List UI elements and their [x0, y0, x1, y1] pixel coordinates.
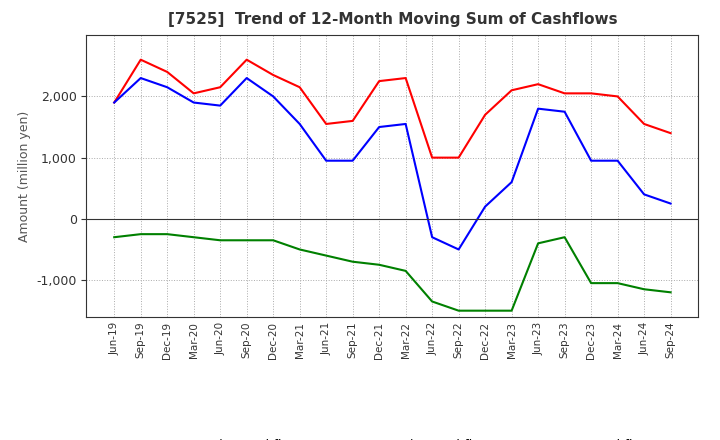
Free Cashflow	[375, 125, 384, 130]
Operating Cashflow	[243, 57, 251, 62]
Operating Cashflow	[269, 72, 277, 77]
Investing Cashflow	[401, 268, 410, 274]
Operating Cashflow	[375, 78, 384, 84]
Investing Cashflow	[613, 280, 622, 286]
Free Cashflow	[481, 204, 490, 209]
Y-axis label: Amount (million yen): Amount (million yen)	[18, 110, 31, 242]
Investing Cashflow	[640, 286, 649, 292]
Operating Cashflow	[454, 155, 463, 160]
Free Cashflow	[640, 192, 649, 197]
Operating Cashflow	[508, 88, 516, 93]
Operating Cashflow	[534, 81, 542, 87]
Investing Cashflow	[163, 231, 171, 237]
Free Cashflow	[613, 158, 622, 163]
Free Cashflow	[216, 103, 225, 108]
Investing Cashflow	[348, 259, 357, 264]
Free Cashflow	[348, 158, 357, 163]
Operating Cashflow	[348, 118, 357, 124]
Investing Cashflow	[295, 247, 304, 252]
Legend: Operating Cashflow, Investing Cashflow, Free Cashflow: Operating Cashflow, Investing Cashflow, …	[130, 434, 655, 440]
Investing Cashflow	[189, 235, 198, 240]
Operating Cashflow	[216, 84, 225, 90]
Investing Cashflow	[269, 238, 277, 243]
Free Cashflow	[587, 158, 595, 163]
Investing Cashflow	[481, 308, 490, 313]
Line: Free Cashflow: Free Cashflow	[114, 78, 670, 249]
Free Cashflow	[269, 94, 277, 99]
Free Cashflow	[428, 235, 436, 240]
Operating Cashflow	[587, 91, 595, 96]
Free Cashflow	[560, 109, 569, 114]
Investing Cashflow	[216, 238, 225, 243]
Operating Cashflow	[322, 121, 330, 127]
Investing Cashflow	[322, 253, 330, 258]
Investing Cashflow	[560, 235, 569, 240]
Operating Cashflow	[189, 91, 198, 96]
Investing Cashflow	[534, 241, 542, 246]
Investing Cashflow	[454, 308, 463, 313]
Operating Cashflow	[428, 155, 436, 160]
Investing Cashflow	[136, 231, 145, 237]
Operating Cashflow	[295, 84, 304, 90]
Investing Cashflow	[110, 235, 119, 240]
Free Cashflow	[163, 84, 171, 90]
Investing Cashflow	[508, 308, 516, 313]
Operating Cashflow	[640, 121, 649, 127]
Operating Cashflow	[481, 112, 490, 117]
Title: [7525]  Trend of 12-Month Moving Sum of Cashflows: [7525] Trend of 12-Month Moving Sum of C…	[168, 12, 617, 27]
Operating Cashflow	[110, 100, 119, 105]
Operating Cashflow	[613, 94, 622, 99]
Free Cashflow	[295, 121, 304, 127]
Investing Cashflow	[587, 280, 595, 286]
Operating Cashflow	[560, 91, 569, 96]
Line: Investing Cashflow: Investing Cashflow	[114, 234, 670, 311]
Free Cashflow	[110, 100, 119, 105]
Free Cashflow	[243, 75, 251, 81]
Investing Cashflow	[243, 238, 251, 243]
Investing Cashflow	[666, 290, 675, 295]
Operating Cashflow	[163, 69, 171, 74]
Free Cashflow	[508, 180, 516, 185]
Free Cashflow	[401, 121, 410, 127]
Free Cashflow	[666, 201, 675, 206]
Line: Operating Cashflow: Operating Cashflow	[114, 60, 670, 158]
Free Cashflow	[189, 100, 198, 105]
Investing Cashflow	[375, 262, 384, 268]
Operating Cashflow	[136, 57, 145, 62]
Operating Cashflow	[666, 131, 675, 136]
Free Cashflow	[534, 106, 542, 111]
Free Cashflow	[322, 158, 330, 163]
Free Cashflow	[136, 75, 145, 81]
Investing Cashflow	[428, 299, 436, 304]
Free Cashflow	[454, 247, 463, 252]
Operating Cashflow	[401, 75, 410, 81]
